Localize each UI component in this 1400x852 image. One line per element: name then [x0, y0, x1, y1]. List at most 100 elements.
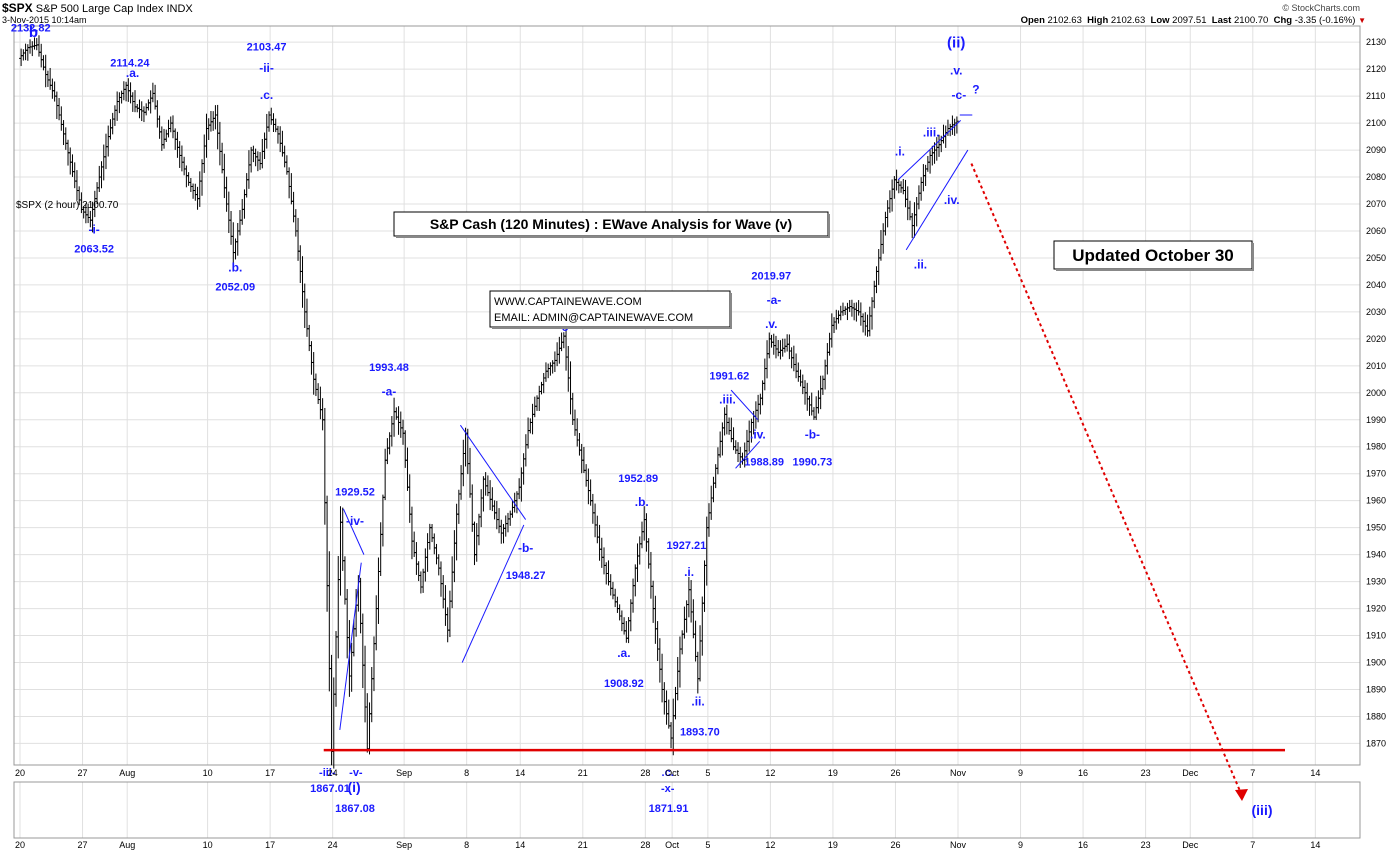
x-tick-label: Oct: [665, 768, 680, 778]
price-bar: [383, 448, 388, 501]
price-bar: [358, 577, 363, 634]
price-bar: [599, 537, 604, 568]
price-bar: [778, 340, 783, 360]
wave-label: .a.: [617, 646, 630, 660]
price-bar: [41, 55, 46, 71]
x-tick-label: 9: [1018, 768, 1023, 778]
wave-label: 1948.27: [506, 570, 546, 582]
x-tick-label: 7: [1250, 840, 1255, 850]
price-bar: [916, 185, 921, 210]
price-bar: [307, 324, 312, 352]
y-tick-label: 1890: [1366, 684, 1386, 694]
price-bar: [191, 183, 196, 199]
wave-label: -b-: [518, 541, 533, 555]
price-bar: [371, 636, 376, 692]
price-bar: [318, 386, 323, 420]
price-bar: [597, 524, 602, 561]
price-bar: [481, 476, 486, 512]
price-bar: [128, 82, 133, 104]
price-bar: [615, 596, 620, 613]
price-bar: [262, 132, 267, 160]
price-bar: [675, 656, 680, 701]
wave-label: .iii.: [719, 393, 736, 407]
price-bar: [296, 217, 301, 261]
price-bar: [108, 119, 113, 140]
wave-label: 1929.52: [335, 486, 375, 498]
price-bar: [840, 302, 845, 316]
price-bar: [25, 44, 30, 61]
price-bar: [702, 560, 707, 612]
price-bar: [637, 536, 642, 565]
email-text: EMAIL: ADMIN@CAPTAINEWAVE.COM: [494, 312, 693, 324]
price-bar: [367, 702, 372, 755]
wave-label: 2019.97: [751, 271, 791, 283]
price-bar: [293, 209, 298, 237]
updated-text: Updated October 30: [1072, 246, 1234, 265]
price-bar: [237, 210, 242, 236]
price-bar: [584, 464, 589, 487]
price-bar: [327, 551, 332, 692]
price-bar: [709, 485, 714, 520]
price-bar: [736, 442, 741, 463]
price-bar: [45, 70, 50, 87]
wave-label: 1927.21: [667, 540, 707, 552]
x-tick-label: 7: [1250, 768, 1255, 778]
price-bar: [836, 310, 841, 324]
price-bar: [445, 607, 450, 643]
wave-label: .c.: [260, 88, 273, 102]
trendline: [339, 562, 362, 731]
high-value: 2102.63: [1110, 15, 1146, 26]
price-bar: [514, 491, 519, 514]
down-arrow-icon: ▼: [1358, 16, 1366, 25]
price-bar: [97, 165, 102, 193]
y-tick-label: 1990: [1366, 415, 1386, 425]
wave-label: b: [29, 24, 38, 41]
x-tick-label: 14: [1310, 768, 1320, 778]
price-bar: [43, 54, 48, 88]
x-tick-label: 10: [203, 840, 213, 850]
price-bar: [447, 590, 452, 638]
y-tick-label: 2120: [1366, 64, 1386, 74]
price-bar: [648, 551, 653, 599]
price-bar: [345, 589, 350, 659]
y-tick-label: 2040: [1366, 280, 1386, 290]
x-tick-label: 28: [640, 768, 650, 778]
price-bar: [459, 465, 464, 500]
price-bar: [217, 121, 222, 166]
price-bar: [454, 503, 459, 561]
exchange-name: INDX: [166, 3, 193, 15]
chart-header: $SPX S&P 500 Large Cap Index INDX: [2, 1, 193, 15]
price-bar: [483, 472, 488, 496]
price-bar: [666, 699, 671, 729]
price-bar: [870, 297, 875, 330]
price-bar: [409, 506, 414, 560]
wave-label: .b.: [228, 260, 242, 274]
wave-label: .ii.: [691, 695, 704, 709]
price-bar: [418, 571, 423, 594]
x-tick-label: 27: [78, 768, 88, 778]
website-text: WWW.CAPTAINEWAVE.COM: [494, 296, 642, 308]
wave-label: 1991.62: [709, 370, 749, 382]
price-bar: [914, 196, 919, 227]
price-bar: [510, 500, 515, 518]
price-bar: [651, 580, 656, 623]
title-text: S&P Cash (120 Minutes) : EWave Analysis …: [430, 216, 792, 232]
price-bar: [202, 134, 207, 173]
price-bar: [298, 245, 303, 284]
price-bar: [503, 515, 508, 537]
x-tick-label: 19: [828, 840, 838, 850]
updated-box: Updated October 30: [1053, 240, 1254, 271]
price-bar: [577, 432, 582, 456]
x-tick-label: 19: [828, 768, 838, 778]
change-value: -3.35 (-0.16%): [1294, 15, 1356, 26]
y-tick-label: 2010: [1366, 361, 1386, 371]
price-bar: [110, 112, 115, 135]
price-bar: [919, 177, 924, 201]
price-bar: [211, 111, 216, 131]
price-bar: [119, 90, 124, 104]
price-bar: [213, 105, 218, 130]
price-bar: [765, 340, 770, 379]
x-tick-label: 26: [890, 840, 900, 850]
price-bar: [541, 372, 546, 394]
x-tick-label: 16: [1078, 840, 1088, 850]
